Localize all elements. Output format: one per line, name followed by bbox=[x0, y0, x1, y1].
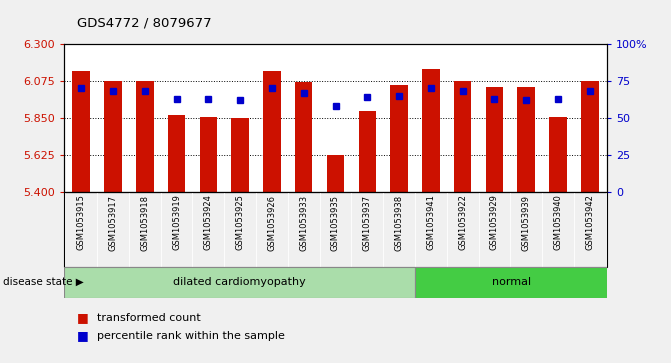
Bar bbox=[550, 117, 567, 192]
Text: GSM1053942: GSM1053942 bbox=[585, 195, 595, 250]
FancyBboxPatch shape bbox=[64, 267, 415, 298]
Text: GSM1053917: GSM1053917 bbox=[109, 195, 117, 250]
Text: transformed count: transformed count bbox=[97, 313, 201, 323]
Text: GSM1053925: GSM1053925 bbox=[236, 195, 245, 250]
Text: normal: normal bbox=[492, 277, 531, 287]
Bar bbox=[358, 111, 376, 192]
Bar bbox=[136, 81, 154, 192]
Bar bbox=[454, 81, 471, 192]
Text: GSM1053929: GSM1053929 bbox=[490, 195, 499, 250]
Bar bbox=[200, 117, 217, 192]
Text: GSM1053939: GSM1053939 bbox=[522, 195, 531, 250]
Text: GSM1053919: GSM1053919 bbox=[172, 195, 181, 250]
Text: GSM1053924: GSM1053924 bbox=[204, 195, 213, 250]
Text: GSM1053937: GSM1053937 bbox=[363, 195, 372, 251]
Bar bbox=[581, 81, 599, 192]
Bar bbox=[168, 115, 185, 192]
Text: dilated cardiomyopathy: dilated cardiomyopathy bbox=[173, 277, 306, 287]
Bar bbox=[422, 69, 440, 192]
Bar bbox=[72, 71, 90, 192]
Text: disease state ▶: disease state ▶ bbox=[3, 277, 84, 287]
Bar bbox=[391, 85, 408, 192]
Text: GSM1053938: GSM1053938 bbox=[395, 195, 403, 251]
Text: GSM1053915: GSM1053915 bbox=[76, 195, 86, 250]
Text: GSM1053941: GSM1053941 bbox=[426, 195, 435, 250]
Text: ■: ■ bbox=[77, 329, 89, 342]
Text: GSM1053935: GSM1053935 bbox=[331, 195, 340, 250]
Bar bbox=[104, 81, 121, 192]
FancyBboxPatch shape bbox=[415, 267, 607, 298]
Text: GSM1053940: GSM1053940 bbox=[554, 195, 562, 250]
Bar bbox=[231, 118, 249, 192]
Text: GDS4772 / 8079677: GDS4772 / 8079677 bbox=[77, 16, 212, 29]
Bar bbox=[263, 71, 280, 192]
Bar bbox=[327, 155, 344, 192]
Text: GSM1053926: GSM1053926 bbox=[268, 195, 276, 250]
Text: percentile rank within the sample: percentile rank within the sample bbox=[97, 331, 285, 341]
Bar bbox=[486, 86, 503, 192]
Text: GSM1053933: GSM1053933 bbox=[299, 195, 308, 251]
Bar bbox=[295, 82, 313, 192]
Text: GSM1053922: GSM1053922 bbox=[458, 195, 467, 250]
Bar bbox=[517, 86, 535, 192]
Text: ■: ■ bbox=[77, 311, 89, 324]
Text: GSM1053918: GSM1053918 bbox=[140, 195, 149, 250]
